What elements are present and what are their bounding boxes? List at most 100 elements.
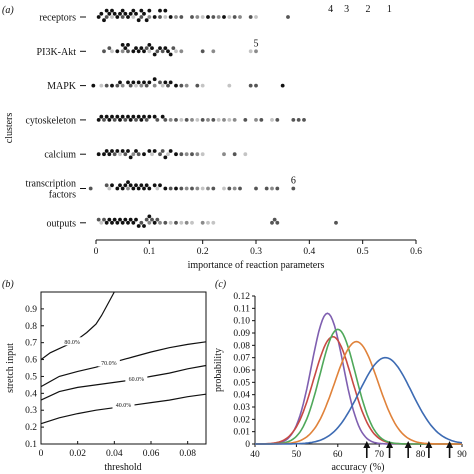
panel-a-data-point	[120, 220, 125, 225]
panel-a-data-point	[200, 118, 205, 122]
panel-a-data-point	[275, 220, 280, 225]
panel-a-data-point	[158, 80, 162, 85]
panel-a-data-point	[168, 186, 173, 191]
panel-a-data-point	[131, 220, 136, 225]
panel-a-data-point	[123, 11, 128, 16]
panel-a-data-point	[96, 118, 101, 122]
panel-a-data-point	[99, 114, 104, 119]
panel-a-data-point	[152, 77, 157, 82]
panel-a-data-point	[104, 83, 109, 88]
panel-a-data-point	[238, 15, 242, 19]
panel-b-y-tick-label: 0.6	[25, 356, 37, 366]
panel-a-data-point	[91, 83, 96, 88]
panel-a-data-point	[184, 118, 189, 122]
panel-a-data-point	[160, 83, 165, 88]
panel-a-data-point	[131, 114, 136, 119]
panel-a-data-point	[254, 118, 258, 122]
panel-b-y-tick-label: 0.9	[25, 305, 37, 315]
panel-a-data-point	[150, 46, 154, 50]
panel-a-category-label: transcription	[25, 179, 76, 190]
panel-b-x-tick-label: 0.08	[179, 449, 196, 459]
panel-a-data-point	[291, 186, 296, 191]
panel-c-label: (c)	[215, 279, 227, 290]
panel-a-data-point	[334, 220, 338, 225]
panel-a-data-point	[123, 183, 128, 188]
panel-a-data-point	[291, 118, 296, 122]
panel-a-annotations: 1 2 34 5 6	[254, 4, 392, 187]
panel-a-data-point	[139, 83, 144, 88]
panel-a-data-point	[195, 152, 200, 157]
panel-a: (a) clusters importance of reaction para…	[2, 4, 422, 271]
panel-c-ticks: 40 50 60 70 80 90 0 0.01 0.02 0.03 0.04 0.05 0.06 0.0…	[233, 292, 467, 460]
panel-a-data-point	[131, 8, 136, 13]
panel-a-data-point	[107, 118, 112, 122]
panel-a-data-point	[166, 49, 170, 54]
panel-b-contour-label-bg	[97, 358, 120, 367]
panel-c-arrows	[363, 441, 454, 458]
panel-c-y-tick-label: 0.03	[233, 403, 250, 413]
panel-a-data-point	[179, 49, 184, 54]
panel-a-data-point	[232, 15, 237, 19]
panel-a-data-point	[142, 11, 146, 16]
panel-a-data-point	[131, 49, 136, 54]
panel-a-data-point	[254, 15, 258, 19]
panel-a-data-point	[104, 114, 109, 119]
panel-a-data-point	[115, 220, 120, 225]
panel-a-data-point	[152, 149, 157, 153]
panel-a-data-point	[254, 49, 258, 54]
panel-a-data-point	[179, 186, 184, 191]
panel-a-annotation: 3	[344, 4, 349, 15]
panel-a-x-tick-label: 0.5	[357, 247, 369, 257]
panel-c-arrow-head	[363, 441, 371, 448]
panel-a-data-point	[168, 149, 173, 153]
panel-a-data-point	[152, 52, 157, 57]
panel-a-label: (a)	[2, 5, 14, 16]
panel-a-data-point	[134, 46, 138, 50]
panel-c-y-tick-label: 0.11	[234, 304, 251, 314]
panel-a-data-point	[168, 220, 173, 225]
panel-a-data-point	[155, 118, 160, 122]
panel-a-data-point	[112, 217, 117, 222]
panel-a-data-point	[158, 15, 162, 19]
panel-a-data-point	[200, 49, 205, 54]
panel-a-data-point	[120, 43, 125, 47]
panel-a-data-point	[123, 152, 128, 157]
panel-a-data-point	[275, 118, 280, 122]
panel-a-data-point	[147, 43, 152, 47]
panel-a-data-point	[286, 15, 290, 19]
panel-b-contours: 40.0% 60.0% 70.0% 80.0%	[40, 291, 207, 425]
panel-a-data-point	[110, 15, 114, 19]
panel-a-data-point	[96, 217, 101, 222]
panel-a-data-point	[120, 15, 125, 19]
panel-a-data-point	[243, 118, 248, 122]
panel-a-data-point	[134, 217, 138, 222]
panel-c-curve	[255, 356, 463, 445]
panel-a-data-point	[128, 11, 133, 16]
panel-a-category-label: PI3K-Akt	[37, 47, 77, 58]
panel-a-data-point	[104, 149, 109, 153]
panel-a-data-point	[302, 118, 306, 122]
panel-a-data-point	[142, 80, 146, 85]
panel-a-annotation: 2	[366, 4, 371, 15]
panel-a-data-point	[174, 49, 178, 54]
panel-c-x-axis-label: accuracy (%)	[331, 462, 384, 473]
panel-a-data-point	[147, 114, 152, 119]
panel-c-x-tick-label: 60	[333, 450, 343, 460]
panel-a-data-point	[163, 118, 168, 122]
panel-a-data-point	[155, 186, 160, 191]
panel-a-data-point	[200, 220, 205, 225]
panel-a-data-point	[110, 149, 114, 153]
panel-a-data-point	[152, 114, 157, 119]
panel-b-y-tick-label: 0.4	[25, 389, 37, 399]
panel-a-data-point	[248, 49, 253, 54]
panel-a-data-point	[110, 114, 114, 119]
panel-a-data-point	[174, 186, 178, 191]
panel-a-data-point	[102, 152, 106, 157]
panel-c-arrow-head	[386, 441, 394, 448]
panel-a-data-point	[147, 149, 152, 153]
panel-c-y-tick-label: 0.05	[233, 378, 250, 388]
panel-b-contour-label-bg	[112, 400, 135, 409]
panel-a-data-point	[102, 49, 106, 54]
panel-a-data-point	[136, 18, 141, 23]
panel-b-ticks: 0 0.02 0.04 0.06 0.08 0.1 0.2 0.3 0.4 0.5 0.6 0.7 0.…	[25, 305, 196, 459]
